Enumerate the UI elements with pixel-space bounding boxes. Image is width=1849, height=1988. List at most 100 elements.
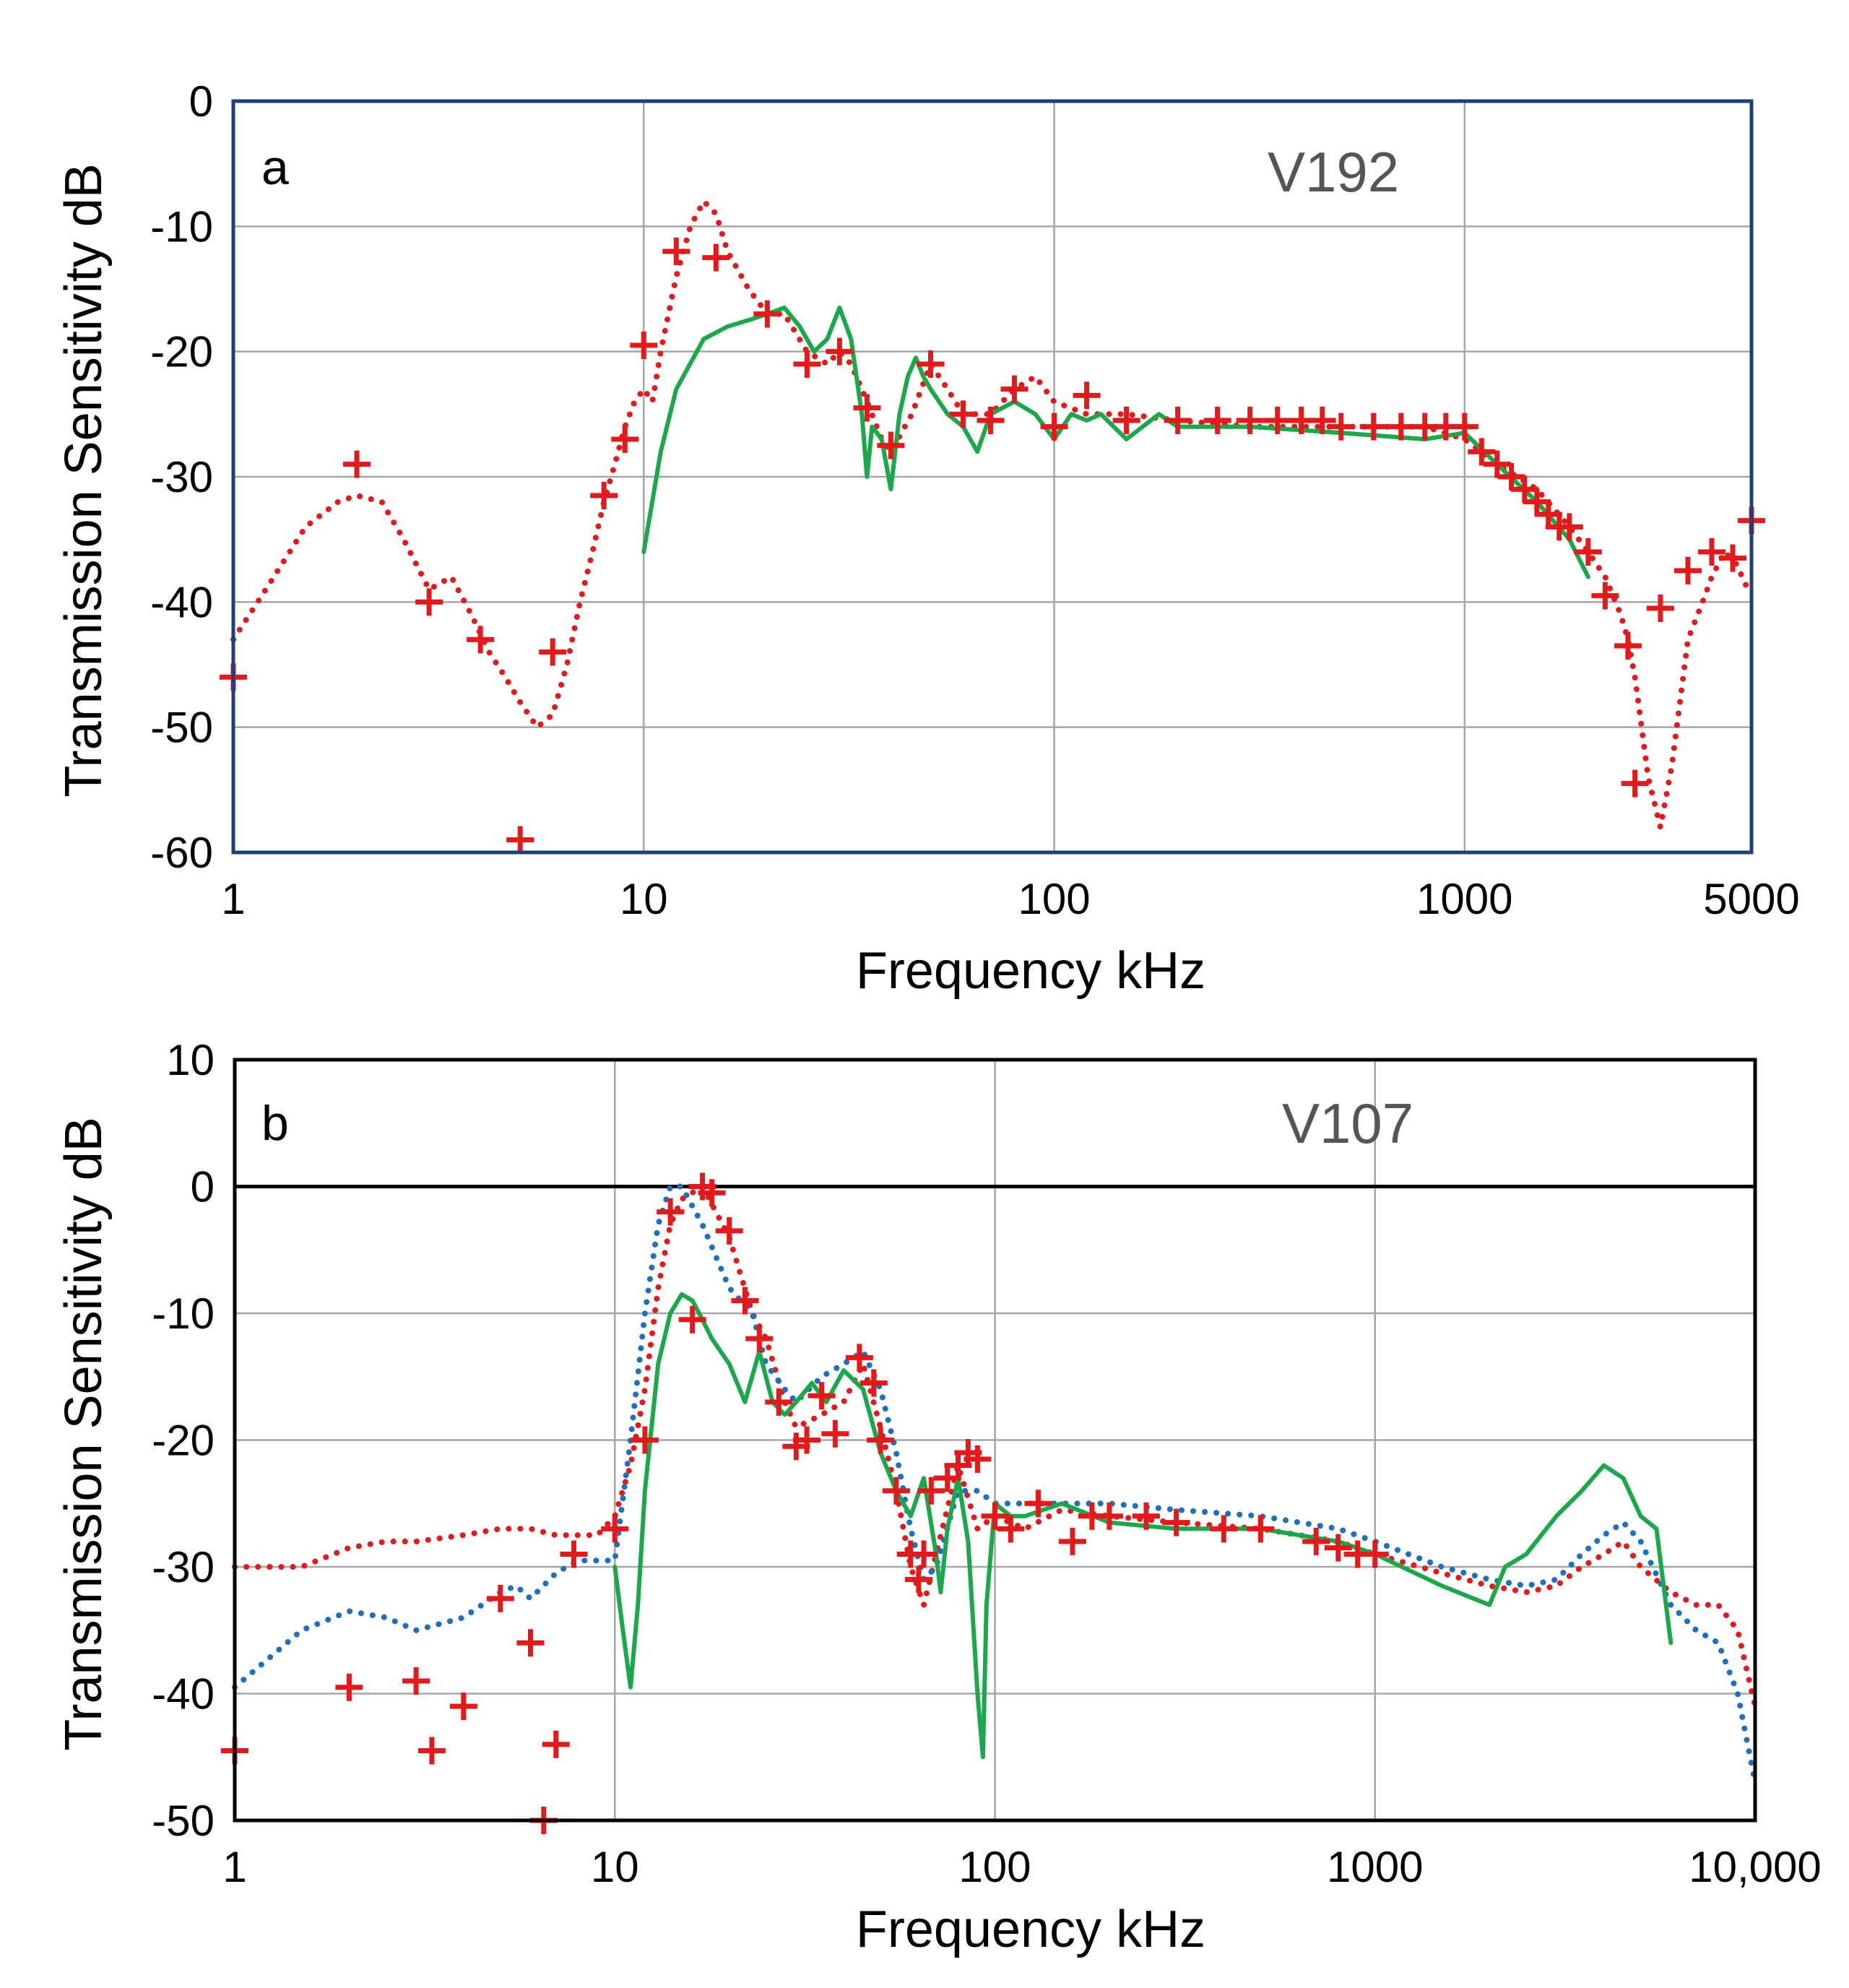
y-tick-label: -10	[152, 1289, 215, 1338]
data-point-marker	[793, 1426, 821, 1454]
data-point-marker	[867, 1426, 895, 1454]
x-ticks-b: 1 10 100 1000 10,000	[222, 1843, 1821, 1891]
data-point-marker	[611, 425, 639, 453]
data-point-marker	[590, 482, 618, 509]
x-tick-label: 1000	[1327, 1843, 1423, 1891]
data-point-marker	[1387, 412, 1415, 441]
data-point-marker	[964, 1445, 992, 1473]
y-tick-label: -30	[150, 453, 213, 501]
data-point-marker	[1263, 407, 1291, 434]
data-point-marker	[753, 300, 781, 328]
data-point-marker	[1000, 375, 1029, 403]
x-tick-label: 100	[1018, 875, 1090, 923]
data-point-marker	[662, 238, 690, 265]
data-point-marker	[1483, 450, 1511, 478]
data-point-marker	[486, 1584, 514, 1612]
data-point-marker	[1236, 407, 1264, 434]
data-point-marker	[859, 1369, 888, 1397]
series-markers	[221, 1172, 1389, 1834]
series-line-green-solid	[612, 1292, 1673, 1760]
data-point-marker	[917, 350, 945, 378]
data-point-marker	[917, 1477, 945, 1505]
x-tick-label: 10	[620, 875, 668, 923]
series-line-dotted	[230, 198, 1751, 831]
data-point-marker	[343, 450, 371, 478]
series-group-a	[220, 198, 1765, 854]
panel-letter-a: a	[261, 140, 289, 195]
y-tick-label: -30	[152, 1543, 215, 1591]
x-tick-label: 1	[222, 1843, 246, 1891]
y-tick-label: 0	[191, 1163, 215, 1211]
data-point-marker	[506, 826, 534, 854]
y-ticks-b: 10 0 -10 -20 -30 -40 -50	[152, 1036, 215, 1845]
series-line-solid	[641, 306, 1590, 579]
data-point-marker	[997, 1515, 1025, 1543]
data-point-marker	[1095, 1502, 1123, 1530]
x-ticks-a: 1 10 100 1000 5000	[221, 875, 1799, 923]
data-point-marker	[560, 1540, 588, 1568]
y-axis-label-a: Transmission Sensitivity dB	[55, 163, 113, 798]
data-point-marker	[449, 1693, 477, 1721]
data-point-marker	[542, 1730, 570, 1758]
data-point-marker	[745, 1325, 774, 1353]
data-point-marker	[1164, 407, 1192, 434]
data-point-marker	[1112, 407, 1140, 434]
data-point-marker	[467, 626, 495, 654]
data-point-marker	[1574, 538, 1602, 566]
y-tick-label: -40	[152, 1670, 215, 1719]
data-point-marker	[826, 337, 854, 366]
data-point-marker	[1646, 595, 1674, 622]
data-point-marker	[335, 1673, 363, 1701]
data-point-marker	[1361, 1540, 1389, 1568]
data-point-marker	[1302, 1527, 1330, 1555]
data-point-marker	[1621, 769, 1649, 798]
data-point-marker	[807, 1382, 836, 1410]
data-point-marker	[715, 1216, 743, 1245]
data-point-marker	[1308, 407, 1336, 434]
data-point-marker	[1591, 582, 1619, 610]
data-point-marker	[1058, 1527, 1086, 1555]
data-point-marker	[1468, 438, 1496, 466]
dataset-label-a: V192	[1268, 140, 1399, 204]
data-point-marker	[1450, 412, 1478, 441]
data-point-marker	[1203, 407, 1231, 434]
data-point-marker	[1162, 1508, 1190, 1537]
series-group-b	[221, 1172, 1758, 1834]
x-tick-label: 5000	[1703, 875, 1799, 923]
data-point-marker	[910, 1540, 938, 1568]
y-axis-label-b: Transmission Sensitivity dB	[55, 1117, 113, 1751]
y-tick-label: -20	[152, 1417, 215, 1465]
plot-frame-a	[231, 99, 1754, 855]
chart-panel-a: 0 -10 -20 -30 -40 -50 -60 1 10 100 1000 5000 a V19…	[55, 77, 1800, 1000]
x-tick-label: 1	[221, 875, 245, 923]
data-point-marker	[698, 1179, 726, 1207]
plot-frame-b	[233, 1058, 1757, 1823]
data-point-marker	[981, 1502, 1009, 1530]
data-point-marker	[793, 350, 821, 378]
data-point-marker	[1555, 513, 1583, 541]
data-point-marker	[1132, 1502, 1160, 1530]
data-point-marker	[853, 394, 881, 422]
y-tick-label: -40	[150, 578, 213, 626]
data-point-marker	[882, 1477, 910, 1505]
x-tick-label: 100	[958, 1843, 1031, 1891]
data-point-marker	[1024, 1490, 1052, 1518]
y-tick-label: -50	[150, 704, 213, 752]
data-point-marker	[402, 1667, 430, 1695]
chart-panel-b: 100-10-20-30-40-50 1 10 100 1000 10,000 b V1…	[55, 1036, 1822, 1958]
data-point-marker	[631, 1426, 659, 1454]
x-tick-label: 1000	[1416, 875, 1512, 923]
data-point-marker	[601, 1515, 629, 1543]
data-point-marker	[977, 407, 1005, 434]
data-point-marker	[1614, 632, 1642, 660]
data-point-marker	[1697, 538, 1725, 566]
data-point-marker	[516, 1629, 545, 1657]
data-point-marker	[1359, 412, 1387, 441]
data-point-marker	[1719, 544, 1746, 572]
data-point-marker	[1324, 1534, 1352, 1562]
data-point-marker	[845, 1344, 873, 1372]
data-point-marker	[630, 332, 658, 359]
data-point-marker	[904, 1565, 932, 1594]
data-point-marker	[821, 1419, 849, 1448]
